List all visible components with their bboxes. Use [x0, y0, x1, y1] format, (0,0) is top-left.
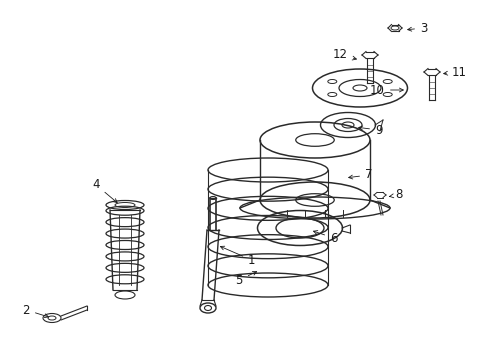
Text: 7: 7	[348, 168, 372, 181]
Text: 11: 11	[443, 66, 466, 78]
Text: 9: 9	[358, 123, 382, 136]
Text: 1: 1	[220, 246, 255, 266]
Text: 8: 8	[388, 189, 402, 202]
Text: 3: 3	[407, 22, 427, 35]
Text: 2: 2	[22, 303, 48, 318]
Text: 10: 10	[369, 84, 403, 96]
Text: 4: 4	[92, 179, 117, 203]
Text: 12: 12	[332, 49, 356, 62]
Text: 6: 6	[313, 231, 337, 244]
Text: 5: 5	[235, 271, 256, 287]
